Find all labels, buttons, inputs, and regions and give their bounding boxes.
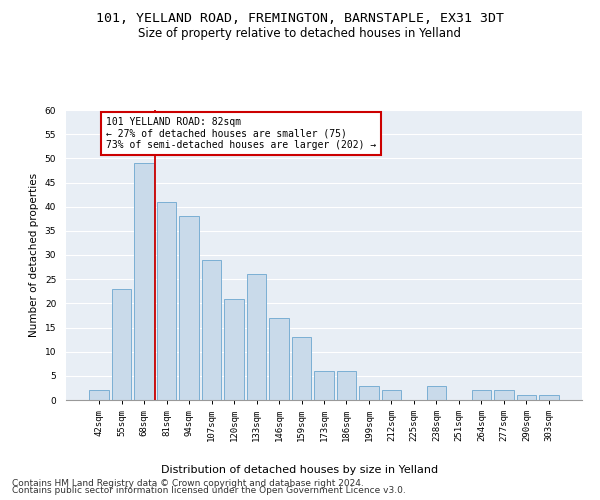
Text: 101, YELLAND ROAD, FREMINGTON, BARNSTAPLE, EX31 3DT: 101, YELLAND ROAD, FREMINGTON, BARNSTAPL… bbox=[96, 12, 504, 26]
Bar bbox=[539, 395, 559, 400]
Text: Contains HM Land Registry data © Crown copyright and database right 2024.: Contains HM Land Registry data © Crown c… bbox=[12, 478, 364, 488]
Y-axis label: Number of detached properties: Number of detached properties bbox=[29, 173, 39, 337]
Bar bbox=[179, 216, 199, 400]
Bar bbox=[89, 390, 109, 400]
Text: Size of property relative to detached houses in Yelland: Size of property relative to detached ho… bbox=[139, 28, 461, 40]
Bar bbox=[157, 202, 176, 400]
Text: Contains public sector information licensed under the Open Government Licence v3: Contains public sector information licen… bbox=[12, 486, 406, 495]
Text: 101 YELLAND ROAD: 82sqm
← 27% of detached houses are smaller (75)
73% of semi-de: 101 YELLAND ROAD: 82sqm ← 27% of detache… bbox=[106, 117, 376, 150]
Bar bbox=[472, 390, 491, 400]
Bar bbox=[337, 371, 356, 400]
Bar bbox=[382, 390, 401, 400]
Bar bbox=[247, 274, 266, 400]
Bar bbox=[112, 289, 131, 400]
Bar bbox=[224, 298, 244, 400]
Bar bbox=[134, 163, 154, 400]
Bar bbox=[292, 337, 311, 400]
Bar bbox=[314, 371, 334, 400]
Bar bbox=[359, 386, 379, 400]
Bar bbox=[494, 390, 514, 400]
Bar bbox=[427, 386, 446, 400]
Bar bbox=[202, 260, 221, 400]
Text: Distribution of detached houses by size in Yelland: Distribution of detached houses by size … bbox=[161, 465, 439, 475]
Bar bbox=[517, 395, 536, 400]
Bar bbox=[269, 318, 289, 400]
